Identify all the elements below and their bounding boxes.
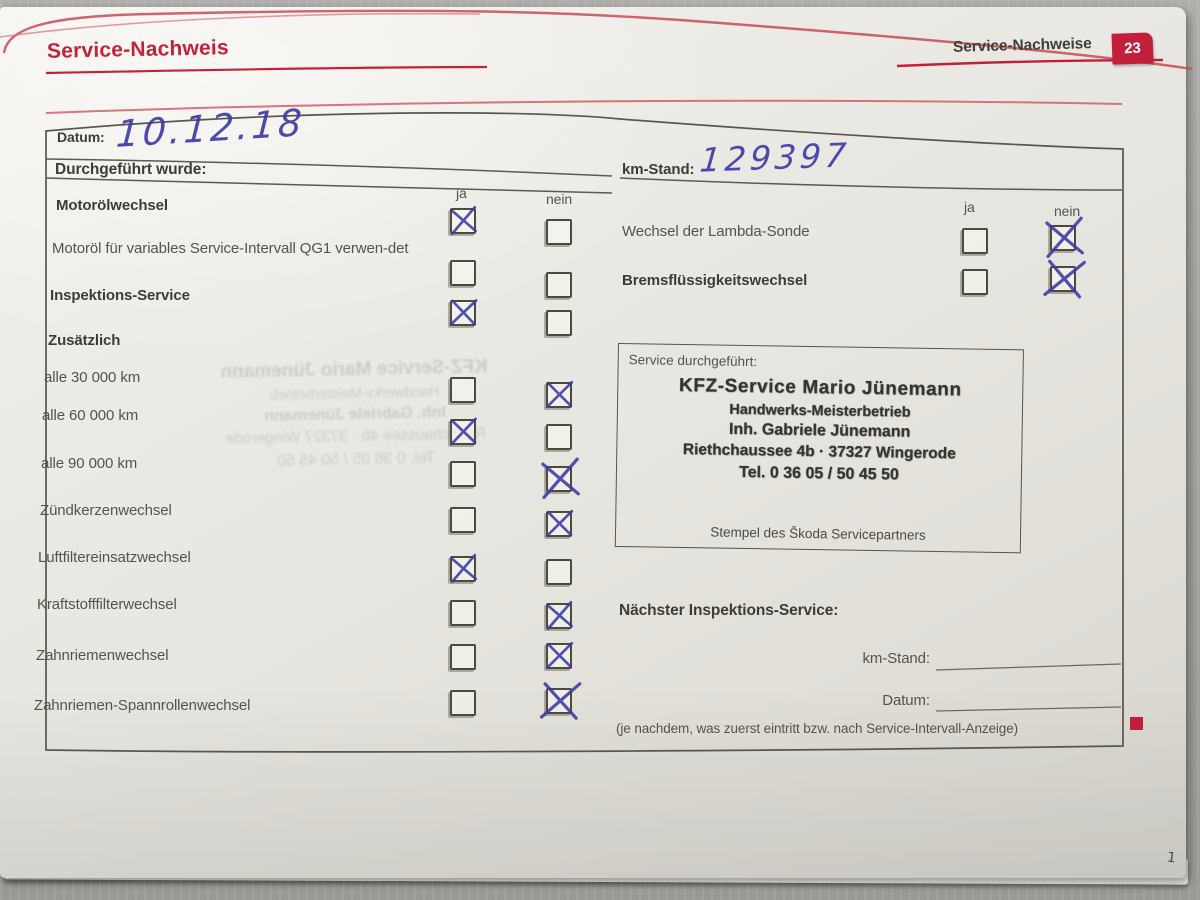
checkbox-checked: [1043, 259, 1086, 299]
stamp-address: Riethchaussee 4b · 37327 Wingerode: [682, 441, 956, 463]
service-item-label: Inspektions-Service: [50, 287, 190, 304]
ghost-line: KFZ-Service Mario Jünemann: [220, 356, 488, 383]
datum-handwritten-value: 10.12.18: [114, 101, 306, 156]
check-x-icon: [1045, 216, 1084, 259]
stamp-owner: Inh. Gabriele Jünemann: [728, 420, 911, 441]
checkbox-empty: [450, 377, 476, 403]
checkbox-checked: [1045, 216, 1084, 259]
column-header-nein-left: nein: [546, 191, 573, 207]
service-item-label: alle 90 000 km: [41, 455, 138, 472]
handwritten-corner-mark: 1: [1165, 849, 1177, 867]
check-x-icon: [545, 380, 574, 409]
checkbox-empty: [546, 559, 572, 585]
checkbox-checked: [449, 205, 478, 236]
stamp-box: Service durchgeführt: KFZ-Service Mario …: [614, 343, 1024, 554]
checkbox-checked: [450, 417, 477, 446]
stamp-phone: Tel. 0 36 05 / 50 45 50: [738, 463, 900, 484]
checkbox-checked: [541, 457, 580, 500]
check-x-icon: [539, 682, 582, 720]
section-title-right: Service-Nachweise: [952, 35, 1092, 56]
service-item-label: Zahnriemen-Spannrollenwechsel: [34, 697, 251, 714]
checkbox-checked: [545, 380, 574, 409]
checkbox-empty: [450, 644, 476, 670]
check-x-icon: [449, 553, 478, 584]
next-service-km-label: km-Stand:: [862, 650, 931, 667]
check-x-icon: [1043, 259, 1086, 299]
check-x-icon: [541, 457, 580, 500]
next-service-note: (je nachdem, was zuerst eintritt bzw. na…: [616, 721, 1019, 736]
checkbox-checked: [545, 509, 574, 538]
page-number: 23: [1123, 39, 1142, 58]
check-x-icon: [545, 641, 574, 670]
ghost-line: Riethchaussee 4b · 37327 Wingerode: [225, 425, 486, 448]
checkbox-checked: [545, 641, 574, 670]
check-x-icon: [545, 509, 574, 538]
check-x-icon: [449, 205, 478, 236]
workshop-stamp: KFZ-Service Mario Jünemann Handwerks-Mei…: [617, 374, 1023, 486]
checkbox-checked: [539, 682, 582, 720]
checkbox-empty: [962, 269, 988, 295]
stamp-company-name: KFZ-Service Mario Jünemann: [678, 374, 962, 401]
checkbox-empty: [450, 260, 476, 286]
ghost-line: Handwerks-Meisterbetrieb: [269, 384, 440, 404]
left-section-heading: Durchgeführt wurde:: [55, 161, 207, 178]
service-item-label: Zusätzlich: [48, 332, 121, 349]
datum-label: Datum:: [57, 129, 105, 145]
service-item-label: Motoröl für variables Service-Intervall …: [52, 240, 409, 257]
ghost-line: Inh. Gabriele Jünemann: [264, 404, 446, 425]
column-header-ja-right: ja: [964, 199, 975, 215]
next-service-heading: Nächster Inspektions-Service:: [619, 602, 839, 619]
checkbox-empty: [450, 507, 476, 533]
checkbox-empty: [546, 424, 572, 450]
service-item-label: Zahnriemenwechsel: [36, 647, 169, 664]
service-record-page: Service-Nachweis Service-Nachweise 23 Da…: [0, 7, 1193, 878]
km-stand-label: km-Stand:: [622, 161, 695, 178]
checkbox-empty: [450, 690, 476, 716]
checkbox-empty: [546, 219, 572, 245]
checkbox-checked: [546, 600, 573, 631]
checkbox-empty: [450, 461, 476, 487]
page-title: Service-Nachweis: [46, 36, 230, 63]
service-item-label: Kraftstofffilterwechsel: [37, 596, 177, 613]
checkbox-empty: [546, 272, 572, 298]
red-square-marker: [1130, 717, 1143, 730]
service-item-label: alle 30 000 km: [44, 369, 141, 386]
stamp-caption: Stempel des Škoda Servicepartners: [710, 524, 926, 543]
checkbox-checked: [449, 299, 478, 326]
service-item-label: Motorölwechsel: [56, 197, 168, 214]
page-number-tab: 23: [1111, 32, 1154, 65]
checkbox-empty: [450, 600, 476, 626]
checkbox-empty: [962, 228, 988, 254]
check-x-icon: [450, 417, 477, 446]
checkbox-checked: [449, 553, 478, 584]
service-item-label: alle 60 000 km: [42, 407, 139, 424]
service-item-label: Wechsel der Lambda-Sonde: [622, 223, 810, 240]
service-item-label: Zündkerzenwechsel: [40, 502, 172, 519]
check-x-icon: [449, 299, 478, 326]
next-service-datum-label: Datum:: [882, 692, 930, 709]
check-x-icon: [546, 600, 573, 631]
stamp-box-label: Service durchgeführt:: [628, 352, 758, 370]
checkbox-empty: [546, 310, 572, 336]
km-stand-handwritten-value: 129397: [698, 135, 852, 180]
bleed-through-ghost-text: KFZ-Service Mario Jünemann Handwerks-Mei…: [94, 354, 616, 475]
service-item-label: Bremsflüssigkeitswechsel: [622, 272, 808, 289]
service-item-label: Luftfiltereinsatzwechsel: [38, 549, 191, 566]
column-header-ja-left: ja: [456, 185, 467, 201]
